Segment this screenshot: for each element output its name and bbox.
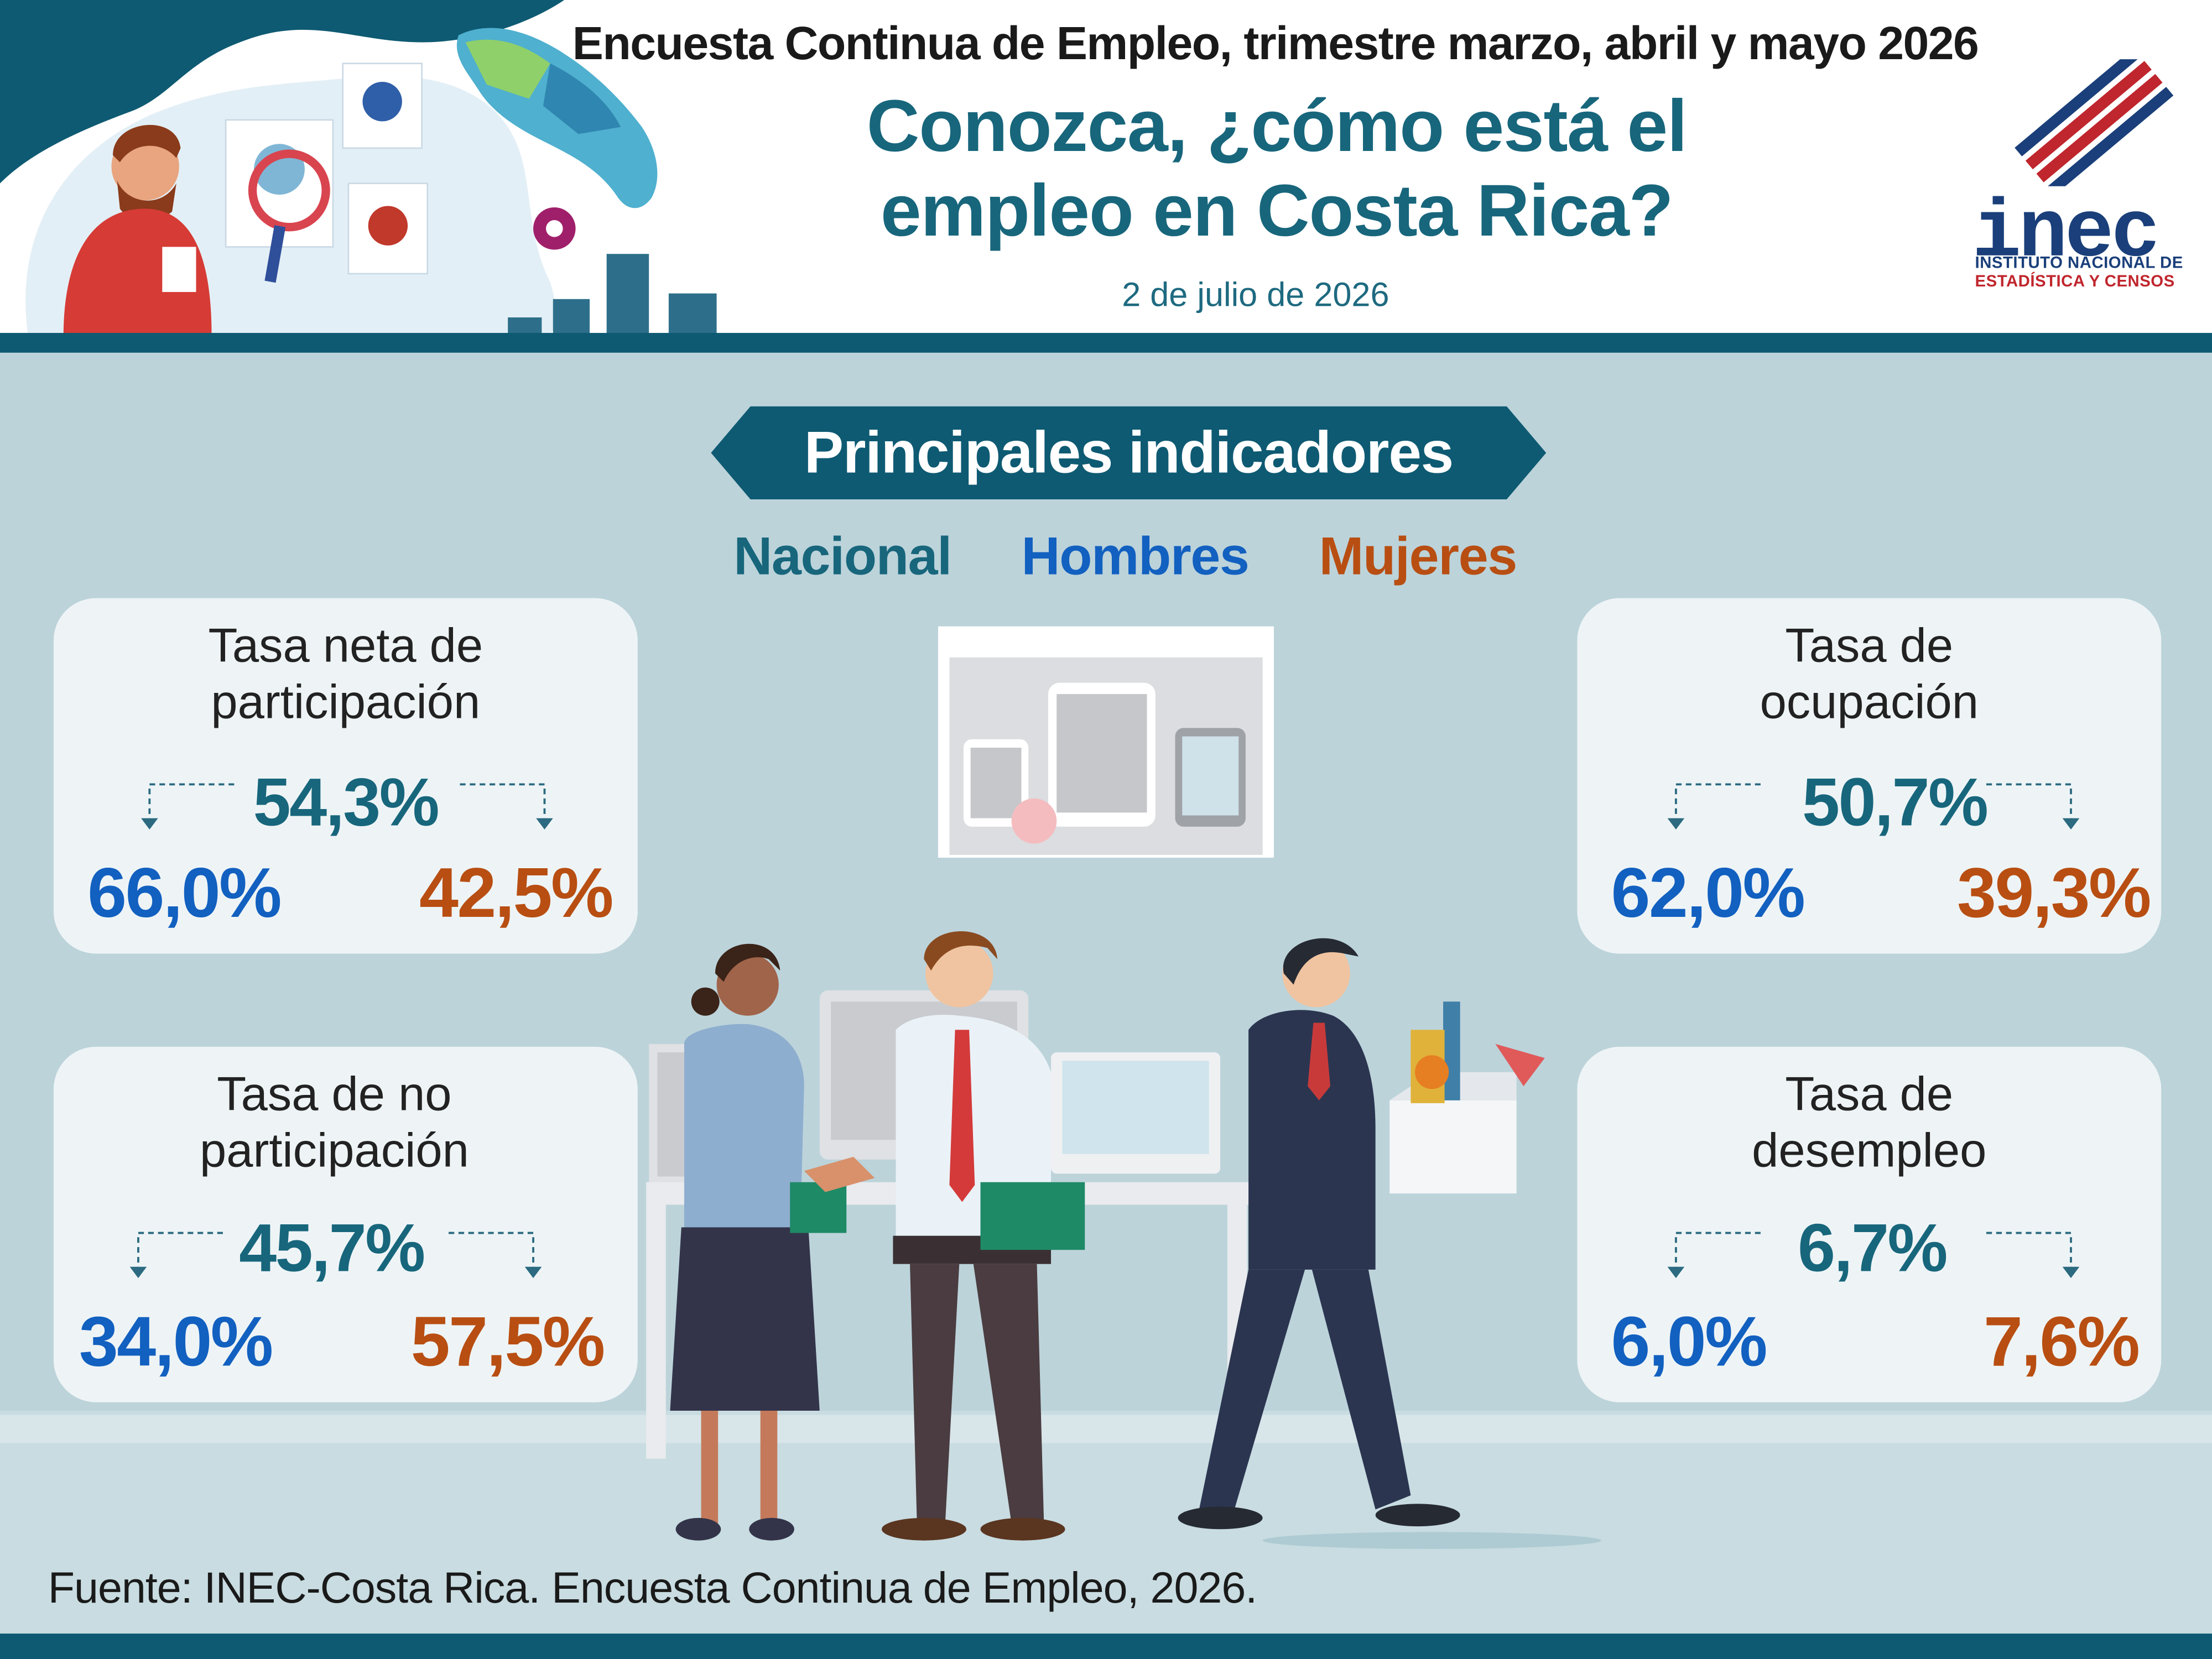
participation-women: 42,5% [419,853,613,933]
section-ribbon [711,406,1547,500]
card-title-line-2: participación [200,1124,469,1178]
occupation-men: 62,0% [1611,853,1805,933]
card-title-line-1: Tasa neta de [208,619,483,673]
participation-national: 54,3% [253,766,440,841]
unemployment-national: 6,7% [1797,1212,1948,1287]
legend-national: Nacional [733,528,952,587]
participation-men: 66,0% [87,853,282,933]
office-scene-illustration [646,626,1601,1549]
title-line-1: Conozca, ¿cómo está el [866,86,1688,168]
card-participation-title: Tasa neta de participación [54,618,638,731]
non-participation-men: 34,0% [79,1302,273,1381]
card-non-participation: Tasa de no participación 45,7% 34,0% 57,… [53,1046,638,1402]
legend-women: Mujeres [1319,528,1518,587]
card-occupation-title: Tasa de ocupación [1577,618,2161,731]
footer-bar [0,1634,2212,1659]
split-arrows-icon [1667,783,2080,830]
publication-date: 2 de julio de 2026 [1122,276,1389,315]
card-title-line-2: desempleo [1752,1124,1987,1178]
card-title-line-2: participación [211,675,481,729]
survey-period: Encuesta Continua de Empleo, trimestre m… [572,17,1979,69]
section-title: Principales indicadores [804,419,1454,486]
unemployment-men: 6,0% [1611,1302,1768,1381]
floor [0,1411,2212,1637]
source-note: Fuente: INEC-Costa Rica. Encuesta Contin… [48,1563,1258,1613]
occupation-women: 39,3% [1956,853,2151,933]
logo-subtitle-2: ESTADÍSTICA Y CENSOS [1975,273,2175,291]
split-arrows-icon [1667,1232,2080,1279]
legend-men: Hombres [1021,528,1249,587]
header-divider [0,333,2212,353]
card-unemployment-title: Tasa de desempleo [1577,1067,2161,1180]
logo-subtitle-1: INSTITUTO NACIONAL DE [1975,255,2183,273]
non-participation-national: 45,7% [239,1212,425,1287]
logo-wordmark: inec [1972,189,2160,281]
card-title-line-1: Tasa de no [217,1068,452,1122]
card-title-line-2: ocupación [1760,675,1979,729]
split-arrows-icon [129,1232,542,1279]
card-unemployment: Tasa de desempleo 6,7% 6,0% 7,6% [1577,1046,2162,1402]
header: Encuesta Continua de Empleo, trimestre m… [0,0,2212,336]
card-occupation: Tasa de ocupación 50,7% 62,0% 39,3% [1577,598,2162,954]
inec-logo-icon [2015,59,2174,186]
card-title-line-1: Tasa de [1785,1068,1954,1122]
non-participation-women: 57,5% [410,1302,605,1381]
unemployment-women: 7,6% [1983,1302,2140,1381]
card-title-line-1: Tasa de [1785,619,1954,673]
split-arrows-icon [141,783,553,830]
page-title: Conozca, ¿cómo está el empleo en Costa R… [790,85,1763,254]
recruiter-illustration [0,0,717,336]
card-non-participation-title: Tasa de no participación [43,1067,627,1180]
title-line-2: empleo en Costa Rica? [880,170,1674,253]
card-participation: Tasa neta de participación 54,3% 66,0% 4… [53,598,638,954]
floor-stripe [0,1415,2212,1443]
occupation-national: 50,7% [1802,766,1989,841]
